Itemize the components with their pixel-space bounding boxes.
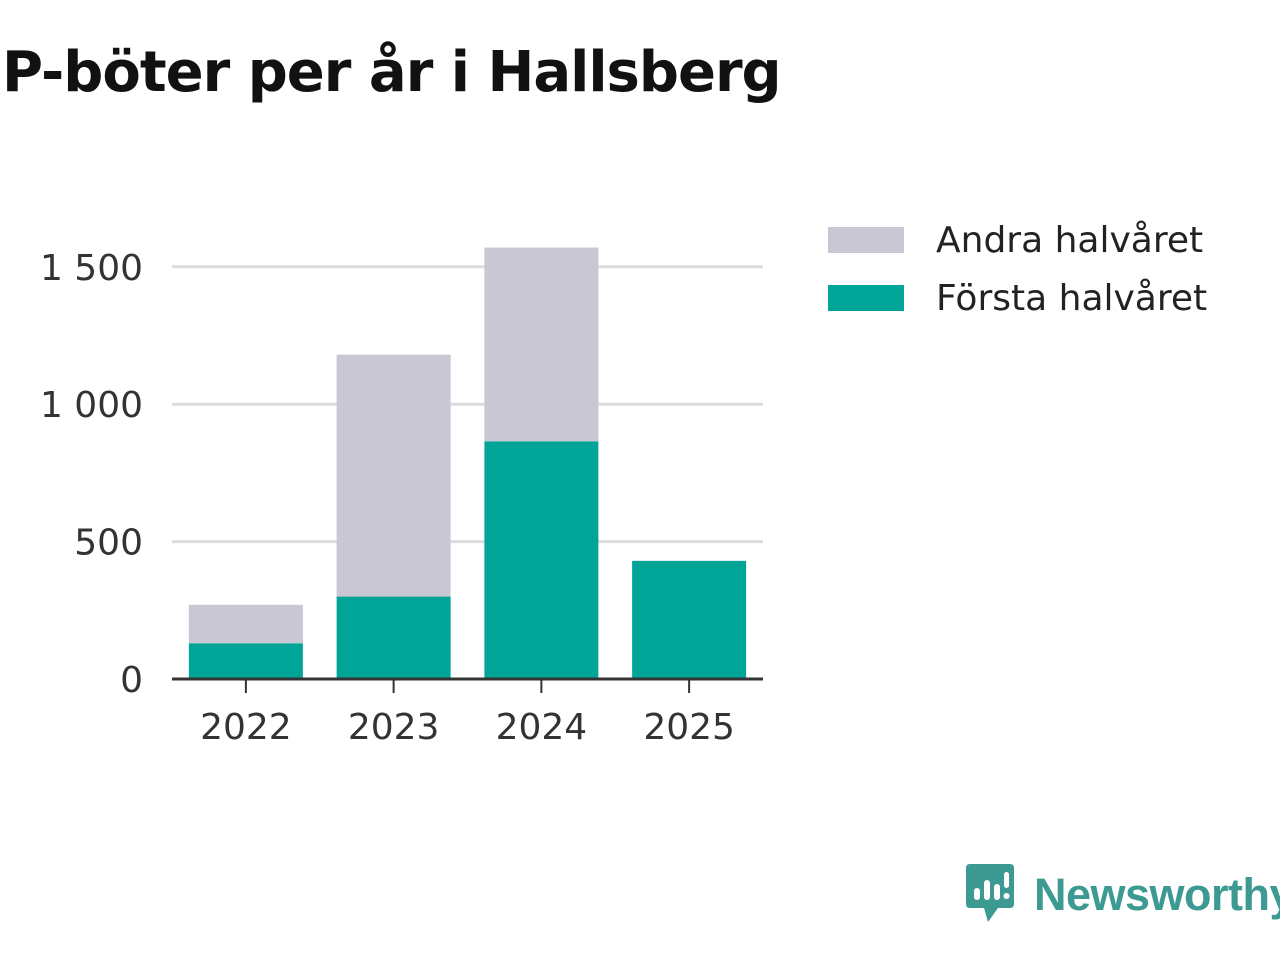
bar-forsta-2025 — [632, 560, 747, 679]
bar-andra-2022 — [188, 604, 303, 644]
x-tick-label: 2023 — [348, 707, 440, 748]
y-tick-label: 1 500 — [40, 248, 143, 289]
legend: Andra halvåret Första halvåret — [828, 218, 1207, 334]
legend-item-andra: Andra halvåret — [828, 218, 1207, 262]
brand-name: Newsworthy — [1034, 869, 1280, 920]
bar-forsta-2023 — [336, 596, 451, 679]
y-tick-label: 1 000 — [40, 385, 143, 426]
bars — [188, 247, 747, 679]
bar-andra-2023 — [336, 354, 451, 597]
newsworthy-logo-icon — [966, 864, 1014, 922]
x-tick-label: 2024 — [496, 707, 588, 748]
legend-swatch-andra — [828, 227, 904, 253]
bar-forsta-2022 — [188, 643, 303, 679]
chart-title: P-böter per år i Hallsberg — [2, 40, 782, 105]
x-tick-label: 2025 — [643, 707, 735, 748]
y-tick-label: 0 — [120, 660, 143, 701]
gridlines — [172, 265, 763, 544]
legend-label-forsta: Första halvåret — [936, 277, 1208, 319]
bar-forsta-2024 — [484, 441, 599, 679]
legend-item-forsta: Första halvåret — [828, 276, 1207, 320]
y-tick-label: 500 — [74, 523, 143, 564]
x-tick-label: 2022 — [200, 707, 292, 748]
brand-logo: Newsworthy — [964, 864, 1280, 926]
legend-label-andra: Andra halvåret — [936, 219, 1204, 261]
bar-andra-2024 — [484, 247, 599, 442]
axes: 0 500 1 000 1 500 2022 2023 2024 2025 — [40, 248, 763, 748]
legend-swatch-forsta — [828, 285, 904, 311]
